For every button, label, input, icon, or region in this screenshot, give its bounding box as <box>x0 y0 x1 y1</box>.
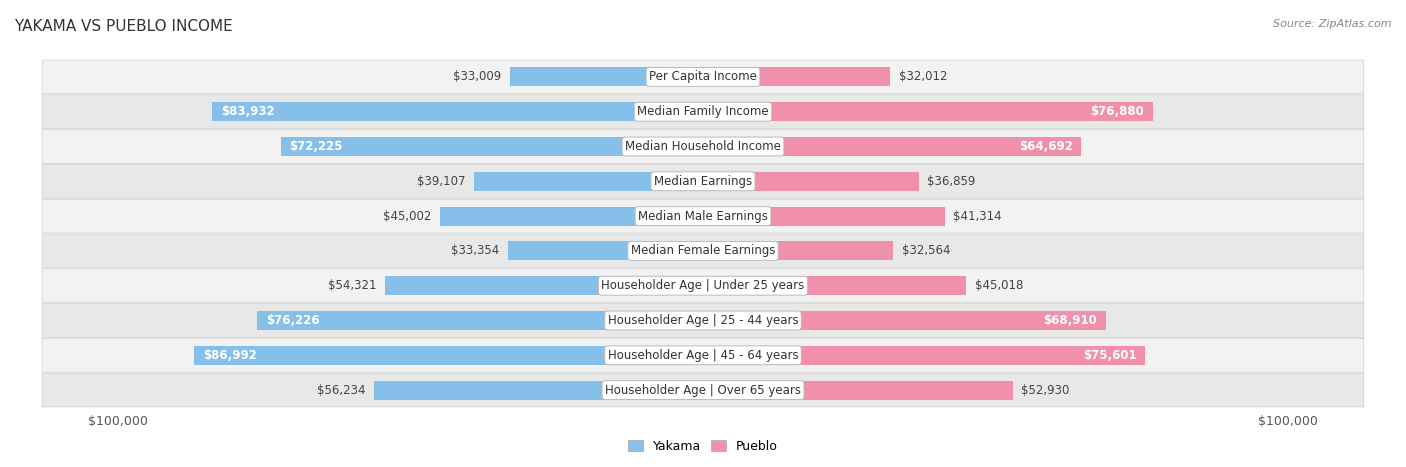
Text: $56,234: $56,234 <box>316 383 366 396</box>
Text: $41,314: $41,314 <box>953 210 1002 223</box>
Text: $72,225: $72,225 <box>290 140 343 153</box>
FancyBboxPatch shape <box>42 130 1364 163</box>
Bar <box>474 172 703 191</box>
Bar <box>281 137 703 156</box>
FancyBboxPatch shape <box>42 339 1364 372</box>
FancyBboxPatch shape <box>42 304 1364 337</box>
Text: $52,930: $52,930 <box>1021 383 1070 396</box>
Bar <box>703 381 1012 400</box>
Text: $68,910: $68,910 <box>1043 314 1097 327</box>
Text: Householder Age | 25 - 44 years: Householder Age | 25 - 44 years <box>607 314 799 327</box>
Text: $45,002: $45,002 <box>382 210 432 223</box>
Bar <box>257 311 703 330</box>
Text: $36,859: $36,859 <box>928 175 976 188</box>
Text: Householder Age | 45 - 64 years: Householder Age | 45 - 64 years <box>607 349 799 362</box>
Text: $32,564: $32,564 <box>903 244 950 257</box>
Text: Source: ZipAtlas.com: Source: ZipAtlas.com <box>1274 19 1392 28</box>
Text: Median Household Income: Median Household Income <box>626 140 780 153</box>
Text: Median Earnings: Median Earnings <box>654 175 752 188</box>
Text: $76,880: $76,880 <box>1090 105 1144 118</box>
Text: $45,018: $45,018 <box>974 279 1024 292</box>
FancyBboxPatch shape <box>42 373 1364 407</box>
Bar <box>703 311 1107 330</box>
Text: $76,226: $76,226 <box>266 314 319 327</box>
Bar <box>703 241 893 261</box>
Text: Householder Age | Over 65 years: Householder Age | Over 65 years <box>605 383 801 396</box>
Legend: Yakama, Pueblo: Yakama, Pueblo <box>623 435 783 458</box>
Text: $83,932: $83,932 <box>221 105 274 118</box>
Text: $75,601: $75,601 <box>1083 349 1136 362</box>
Bar <box>703 102 1153 121</box>
Bar <box>440 206 703 226</box>
FancyBboxPatch shape <box>42 60 1364 94</box>
FancyBboxPatch shape <box>42 164 1364 198</box>
Bar <box>508 241 703 261</box>
Bar <box>703 67 890 86</box>
Bar <box>510 67 703 86</box>
Bar <box>703 346 1144 365</box>
Bar <box>703 276 966 295</box>
Bar <box>194 346 703 365</box>
Text: Median Male Earnings: Median Male Earnings <box>638 210 768 223</box>
Text: $64,692: $64,692 <box>1019 140 1073 153</box>
Bar <box>385 276 703 295</box>
Text: Per Capita Income: Per Capita Income <box>650 71 756 84</box>
Bar <box>703 172 918 191</box>
Text: Householder Age | Under 25 years: Householder Age | Under 25 years <box>602 279 804 292</box>
FancyBboxPatch shape <box>42 269 1364 303</box>
FancyBboxPatch shape <box>42 199 1364 233</box>
Bar <box>703 137 1081 156</box>
FancyBboxPatch shape <box>42 234 1364 268</box>
Text: Median Family Income: Median Family Income <box>637 105 769 118</box>
Text: $33,354: $33,354 <box>451 244 499 257</box>
Text: $32,012: $32,012 <box>898 71 948 84</box>
Text: Median Female Earnings: Median Female Earnings <box>631 244 775 257</box>
Bar <box>212 102 703 121</box>
Text: $33,009: $33,009 <box>453 71 501 84</box>
Text: YAKAMA VS PUEBLO INCOME: YAKAMA VS PUEBLO INCOME <box>14 19 233 34</box>
Bar <box>374 381 703 400</box>
Text: $86,992: $86,992 <box>202 349 257 362</box>
Bar <box>703 206 945 226</box>
Text: $54,321: $54,321 <box>328 279 377 292</box>
Text: $39,107: $39,107 <box>418 175 465 188</box>
FancyBboxPatch shape <box>42 95 1364 128</box>
